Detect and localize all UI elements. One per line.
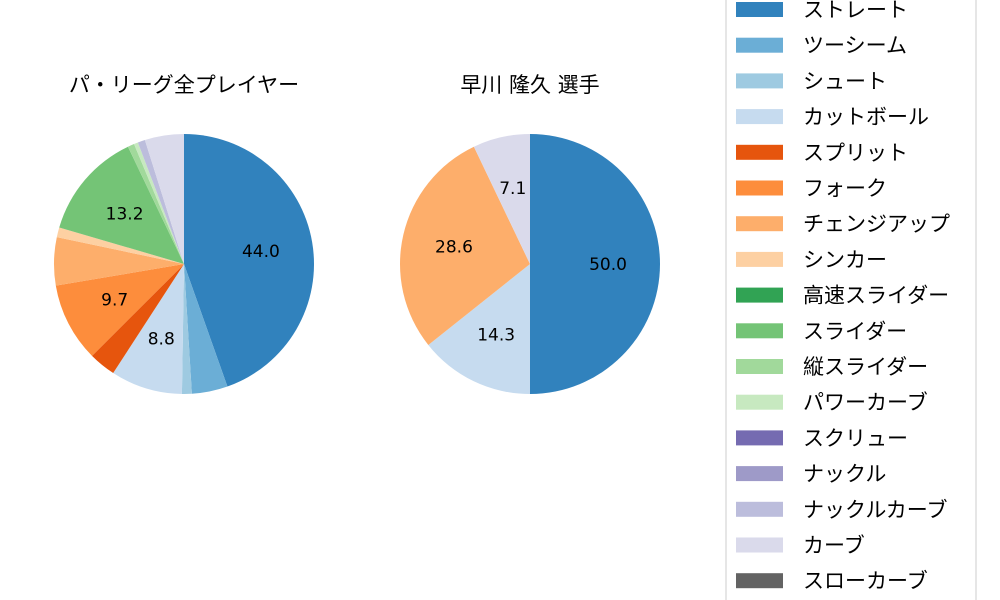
legend-item: ナックルカーブ bbox=[736, 498, 947, 522]
legend: ストレートツーシームシュートカットボールスプリットフォークチェンジアップシンカー… bbox=[725, 0, 977, 600]
pie-slice bbox=[113, 264, 184, 394]
legend-label: チェンジアップ bbox=[803, 212, 950, 236]
pie-slice bbox=[55, 264, 184, 356]
legend-label: カーブ bbox=[803, 534, 865, 558]
legend-label: シンカー bbox=[803, 248, 887, 272]
slice-value-label: 44.0 bbox=[242, 242, 280, 262]
pie-slice bbox=[127, 143, 184, 264]
legend-swatch bbox=[736, 430, 783, 446]
legend-label: ツーシーム bbox=[803, 34, 907, 58]
pie-slice bbox=[134, 142, 184, 264]
legend-swatch bbox=[736, 73, 783, 89]
legend-label: スクリュー bbox=[803, 426, 908, 450]
legend-item: チェンジアップ bbox=[736, 212, 950, 236]
legend-item: ストレート bbox=[736, 0, 908, 22]
legend-item: パワーカーブ bbox=[736, 391, 928, 415]
pie-slice bbox=[400, 146, 530, 345]
legend-swatch bbox=[736, 144, 783, 160]
slice-value-label: 9.7 bbox=[101, 291, 128, 311]
legend-label: パワーカーブ bbox=[803, 391, 928, 415]
pie-slice bbox=[56, 227, 184, 264]
legend-label: スライダー bbox=[803, 319, 907, 343]
legend-swatch bbox=[736, 180, 783, 196]
pie-slice bbox=[144, 134, 184, 264]
legend-swatch bbox=[736, 394, 783, 410]
pie-slice bbox=[53, 237, 184, 286]
legend-swatch bbox=[736, 537, 783, 553]
legend-item: シュート bbox=[736, 69, 887, 93]
legend-label: フォーク bbox=[803, 177, 887, 201]
pie-slice bbox=[530, 134, 660, 394]
legend-item: シンカー bbox=[736, 248, 887, 272]
pie-slice bbox=[92, 264, 184, 374]
legend-swatch bbox=[736, 287, 783, 303]
slice-value-label: 8.8 bbox=[148, 330, 175, 350]
legend-item: フォーク bbox=[736, 177, 887, 201]
pie-slice bbox=[181, 264, 192, 395]
pie-slice bbox=[184, 264, 228, 394]
legend-label: スローカーブ bbox=[803, 569, 928, 593]
legend-label: カットボール bbox=[803, 105, 929, 129]
legend-item: 高速スライダー bbox=[736, 284, 949, 308]
pie-slice bbox=[428, 264, 530, 394]
legend-item: カットボール bbox=[736, 105, 929, 129]
slice-value-label: 7.1 bbox=[499, 179, 526, 199]
legend-label: ナックルカーブ bbox=[803, 498, 947, 522]
pie-title-all-players: パ・リーグ全プレイヤー bbox=[69, 73, 299, 97]
legend-swatch bbox=[736, 323, 783, 339]
legend-label: ナックル bbox=[803, 462, 886, 486]
legend-label: 高速スライダー bbox=[803, 284, 949, 308]
legend-item: スローカーブ bbox=[736, 569, 928, 593]
slice-value-label: 50.0 bbox=[589, 255, 627, 275]
pie-slice bbox=[137, 140, 184, 264]
legend-swatch bbox=[736, 359, 783, 374]
legend-item: カーブ bbox=[736, 534, 865, 558]
legend-label: シュート bbox=[803, 69, 887, 93]
legend-item: ナックル bbox=[736, 462, 886, 486]
slice-value-label: 28.6 bbox=[435, 238, 473, 258]
legend-swatch bbox=[736, 109, 783, 125]
slice-value-label: 14.3 bbox=[477, 325, 515, 345]
legend-item: スライダー bbox=[736, 319, 907, 343]
legend-label: スプリット bbox=[803, 141, 908, 165]
pie-title-pitcher: 早川 隆久 選手 bbox=[460, 73, 599, 97]
legend-item: ツーシーム bbox=[736, 34, 907, 58]
legend-item: スプリット bbox=[736, 141, 908, 165]
legend-swatch bbox=[736, 573, 783, 589]
legend-frame bbox=[725, 0, 977, 600]
legend-swatch bbox=[736, 37, 783, 53]
legend-swatch bbox=[736, 251, 783, 267]
legend-swatch bbox=[736, 501, 783, 517]
pie-slice bbox=[59, 146, 184, 264]
pie-chart-pitcher: 早川 隆久 選手 50.0 14.3 28.6 7.1 bbox=[400, 73, 660, 394]
legend-swatch bbox=[736, 216, 783, 232]
legend-swatch bbox=[736, 466, 783, 482]
pie-slice bbox=[184, 134, 314, 387]
legend-item: 縦スライダー bbox=[736, 355, 928, 379]
legend-swatch bbox=[736, 2, 783, 17]
pie-slice bbox=[473, 134, 530, 264]
legend-label: 縦スライダー bbox=[803, 355, 928, 379]
slice-value-label: 13.2 bbox=[106, 204, 144, 224]
legend-item: スクリュー bbox=[736, 426, 908, 450]
pie-chart-all-players: パ・リーグ全プレイヤー 44.0 8.8 9.7 13.2 bbox=[53, 73, 314, 395]
legend-label: ストレート bbox=[803, 0, 908, 22]
